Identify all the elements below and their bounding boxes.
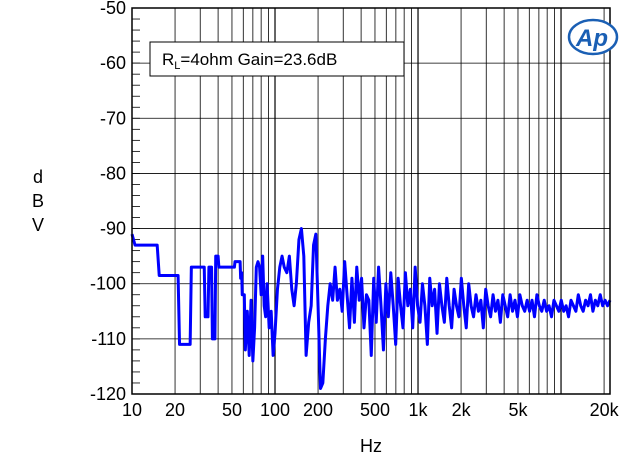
tick-labels: 10 20 50 100 200 500 1k 2k 5k 20k -50 -60 -70 -80 -90 -… — [90, 0, 620, 420]
y-axis-label-char: V — [32, 215, 44, 235]
annotation-prefix: R — [162, 50, 174, 69]
y-tick-label: -50 — [100, 0, 126, 18]
ap-logo-text: Ap — [575, 25, 608, 52]
y-tick-label: -120 — [90, 384, 126, 404]
x-tick-label: 2k — [452, 400, 472, 420]
chart-series — [130, 227, 612, 390]
x-tick-label: 1k — [409, 400, 429, 420]
x-tick-label: 50 — [222, 400, 242, 420]
y-tick-label: -60 — [100, 53, 126, 73]
y-tick-label: -100 — [90, 274, 126, 294]
series-line — [130, 227, 612, 390]
y-tick-label: -70 — [100, 108, 126, 128]
y-tick-label: -90 — [100, 219, 126, 239]
x-tick-label: 20 — [165, 400, 185, 420]
plot-frame — [131, 7, 611, 395]
x-tick-label: 10 — [122, 400, 142, 420]
annotation-box: RL=4ohm Gain=23.6dB — [149, 41, 405, 77]
x-tick-label: 20k — [590, 400, 620, 420]
x-tick-label: 5k — [508, 400, 528, 420]
y-tick-label: -110 — [91, 329, 126, 349]
ap-logo: Ap — [567, 18, 619, 56]
x-tick-label: 100 — [260, 400, 290, 420]
y-axis-label-char: d — [33, 167, 43, 187]
y-axis-label: dBV — [32, 167, 44, 235]
y-axis-label-char: B — [32, 191, 44, 211]
y-tick-label: -80 — [100, 163, 126, 183]
x-tick-label: 500 — [360, 400, 390, 420]
x-axis-label: Hz — [360, 436, 382, 456]
annotation-rest: =4ohm Gain=23.6dB — [180, 50, 337, 69]
x-tick-label: 200 — [303, 400, 333, 420]
annotation-subscript: L — [174, 60, 180, 72]
annotation-text: RL=4ohm Gain=23.6dB — [162, 50, 337, 72]
